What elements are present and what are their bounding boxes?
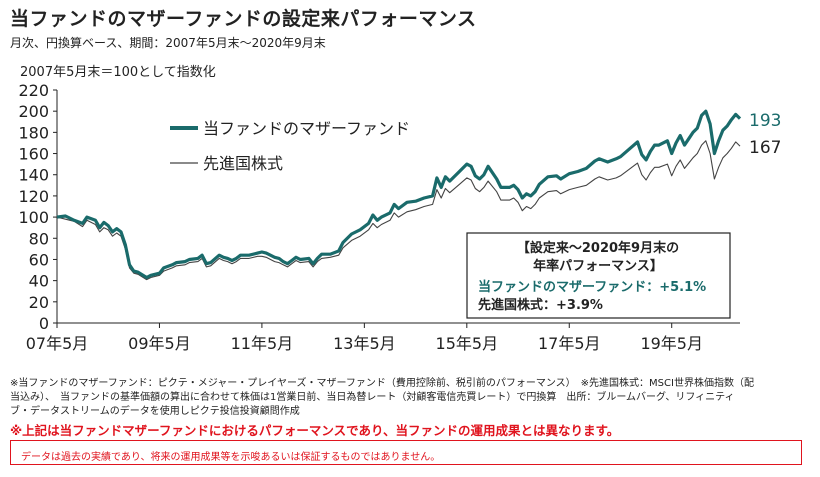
x-tick-label: 11年5月: [231, 334, 294, 353]
annotation-index: 先進国株式：+3.9%: [478, 297, 603, 313]
y-tick-label: 140: [18, 166, 49, 185]
end-label-index: 167: [749, 138, 781, 158]
warning-note: ※上記は当ファンドマザーファンドにおけるパフォーマンスであり、当ファンドの運用成…: [10, 423, 620, 438]
annotation-title-2: 年率パフォーマンス】: [533, 258, 663, 274]
y-tick-label: 80: [29, 229, 49, 248]
y-tick-label: 40: [29, 272, 49, 291]
y-tick-label: 180: [18, 123, 49, 142]
y-tick-label: 220: [18, 81, 49, 100]
footnote-line-3: ブ・データストリームのデータを使用しピクテ投信投資顧問作成: [10, 406, 300, 417]
y-tick-label: 120: [18, 187, 49, 206]
performance-chart: 2007年5月末＝100として指数化 0 20 40 60 80 100 120 140 160…: [18, 65, 781, 353]
x-tick-label: 09年5月: [128, 334, 191, 353]
y-tick-label: 160: [18, 145, 49, 164]
annotation-fund: 当ファンドのマザーファンド：+5.1%: [478, 279, 706, 295]
disclaimer-text: データは過去の実績であり、将来の運用成果等を示唆あるいは保証するものではありませ…: [21, 452, 441, 463]
end-label-fund: 193: [749, 111, 781, 131]
series-line-fund: [56, 109, 742, 280]
x-tick-label: 13年5月: [333, 334, 396, 353]
y-tick-label: 0: [39, 314, 49, 333]
footnote-line-1: ※当ファンドのマザーファンド：ピクテ・メジャー・プレイヤーズ・マザーファンド（費…: [10, 378, 754, 389]
x-tick-label: 19年5月: [640, 334, 703, 353]
y-tick-label: 200: [18, 102, 49, 121]
y-tick-label: 20: [29, 293, 49, 312]
x-tick-label: 07年5月: [26, 334, 89, 353]
x-tick-label: 17年5月: [538, 334, 601, 353]
x-tick-label: 15年5月: [436, 334, 499, 353]
chart-title: 当ファンドのマザーファンドの設定来パフォーマンス: [10, 8, 477, 30]
chart-subtitle: 月次、円換算ベース、期間：2007年5月末〜2020年9月末: [10, 36, 326, 50]
y-tick-label: 60: [29, 250, 49, 269]
annotation-title-1: 【設定来〜2020年9月末の: [517, 240, 679, 256]
footnotes: ※当ファンドのマザーファンド：ピクテ・メジャー・プレイヤーズ・マザーファンド（費…: [10, 377, 800, 419]
disclaimer-box: データは過去の実績であり、将来の運用成果等を示唆あるいは保証するものではありませ…: [10, 440, 802, 465]
legend: 当ファンドのマザーファンド 先進国株式: [170, 119, 410, 173]
annotation-box: 【設定来〜2020年9月末の 年率パフォーマンス】 当ファンドのマザーファンド：…: [466, 232, 731, 319]
footnote-line-2: 当込み）、 当ファンドの基準価額の算出に合わせて株価は1営業日前、当日為替レート…: [10, 392, 735, 403]
legend-label-fund: 当ファンドのマザーファンド: [203, 119, 410, 138]
y-axis-label: 2007年5月末＝100として指数化: [20, 65, 216, 80]
series-line-index: [56, 140, 741, 281]
legend-label-index: 先進国株式: [203, 154, 283, 173]
axes: 0 20 40 60 80 100 120 140 160 180 200 220 07年5月 09年5月…: [18, 81, 740, 353]
series-lines: [56, 109, 742, 281]
y-tick-label: 100: [18, 208, 49, 227]
